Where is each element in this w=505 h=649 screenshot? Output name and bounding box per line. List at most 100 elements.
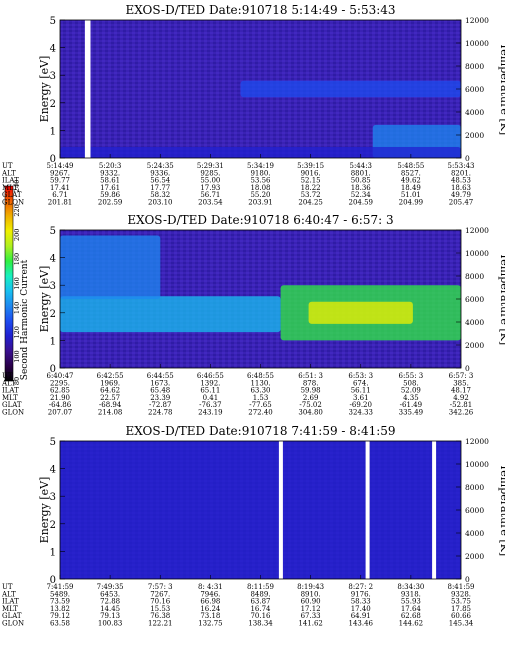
- table-cell: 6:55: 3: [398, 372, 423, 380]
- table-cell: 272.40: [248, 409, 273, 417]
- colorbar: 80 100 120 140 160 180 200 220 240 Second Harmon…: [4, 180, 30, 385]
- table-cell: 335.49: [399, 409, 424, 417]
- table-cell: 8527.: [401, 169, 421, 177]
- row-label: MLT: [2, 605, 18, 613]
- table-cell: 63.30: [250, 387, 270, 395]
- table-cell: 65.48: [150, 387, 170, 395]
- colorbar-tick-label: 100: [13, 350, 21, 362]
- table-cell: 18.36: [351, 184, 372, 192]
- table-cell: 204.99: [399, 199, 424, 207]
- panel-title: EXOS-D/TED Date:910718 7:41:59 - 8:41:59: [125, 424, 395, 438]
- y2-axis-label: Temperature [K]: [498, 43, 505, 135]
- table-cell: 6:46:55: [197, 372, 224, 380]
- table-cell: -61.49: [400, 401, 422, 409]
- row-label: GLON: [2, 620, 24, 628]
- table-cell: 4.92: [453, 394, 469, 402]
- table-cell: 17.77: [150, 184, 170, 192]
- colorbar-label: Second Harmonic Current: [20, 259, 30, 380]
- table-cell: 70.16: [250, 612, 271, 620]
- row-label: ILAT: [2, 177, 19, 185]
- y2-tick-label: 8000: [465, 483, 484, 492]
- colorbar-gradient: [4, 185, 14, 382]
- table-cell: 76.38: [150, 612, 170, 620]
- table-cell: 49.62: [401, 177, 421, 185]
- table-cell: 5:29:31: [197, 162, 224, 170]
- heatmap-band: [240, 80, 461, 98]
- table-cell: 132.75: [198, 620, 223, 628]
- colorbar-tick-label: 80: [13, 377, 21, 385]
- table-cell: 60.90: [301, 598, 321, 606]
- table-cell: 6:51: 3: [298, 372, 323, 380]
- table-cell: 18.22: [301, 184, 321, 192]
- table-cell: 18.08: [250, 184, 270, 192]
- table-cell: 5:20:3: [99, 162, 122, 170]
- table-cell: 2295.: [50, 379, 70, 387]
- table-cell: 53.72: [301, 191, 321, 199]
- table-cell: 9336.: [150, 169, 170, 177]
- row-label: ALT: [1, 590, 16, 598]
- table-cell: 18.49: [401, 184, 421, 192]
- y-tick-label: 1: [50, 547, 56, 558]
- table-cell: 49.79: [451, 191, 471, 199]
- table-cell: 58.32: [150, 191, 170, 199]
- table-cell: 1130.: [250, 379, 270, 387]
- table-cell: 64.62: [100, 387, 120, 395]
- table-cell: 342.26: [449, 409, 474, 417]
- row-label: GLAT: [2, 191, 22, 199]
- y-axis-label: Energy [eV]: [38, 56, 51, 123]
- table-cell: 7:49:35: [97, 583, 124, 591]
- table-cell: 202.59: [98, 199, 123, 207]
- table-cell: 65.11: [200, 387, 220, 395]
- y-tick-label: 4: [50, 44, 56, 55]
- table-cell: 1969.: [100, 379, 120, 387]
- panel-3: EXOS-D/TED Date:910718 7:41:59 - 8:41:59…: [1, 424, 505, 628]
- table-cell: 56.54: [150, 177, 171, 185]
- table-cell: 1673.: [150, 379, 170, 387]
- y2-tick-label: 10000: [465, 249, 489, 258]
- table-cell: 62.68: [401, 612, 421, 620]
- y-tick-label: 3: [50, 71, 56, 82]
- y2-tick-label: 0: [465, 575, 470, 584]
- table-cell: 15.53: [150, 605, 170, 613]
- table-cell: 67.33: [301, 612, 321, 620]
- y2-tick-label: 12000: [465, 437, 489, 446]
- table-cell: 73.18: [200, 612, 220, 620]
- table-cell: 73.59: [50, 598, 70, 606]
- table-cell: 16.24: [200, 605, 221, 613]
- colorbar-tick-label: 120: [13, 326, 21, 338]
- row-label: UT: [2, 162, 13, 170]
- table-cell: 6.71: [52, 191, 68, 199]
- row-label: GLON: [2, 199, 24, 207]
- y-tick-label: 5: [50, 437, 56, 448]
- y-tick-label: 2: [50, 520, 56, 531]
- table-cell: 79.13: [100, 612, 120, 620]
- table-cell: 7267.: [150, 590, 170, 598]
- table-cell: 6453.: [100, 590, 120, 598]
- table-cell: 21.90: [50, 394, 70, 402]
- y2-axis-label: Temperature [K]: [498, 464, 505, 556]
- data-gap: [432, 441, 437, 579]
- table-cell: 8:27: 2: [348, 583, 373, 591]
- table-cell: 59.98: [301, 387, 321, 395]
- row-label: MLT: [2, 184, 18, 192]
- table-cell: 203.10: [148, 199, 173, 207]
- data-gap: [84, 20, 91, 158]
- table-cell: 5489.: [50, 590, 70, 598]
- y2-tick-label: 4000: [465, 529, 484, 538]
- table-cell: 14.45: [100, 605, 120, 613]
- y-tick-label: 1: [50, 336, 56, 347]
- y-tick-label: 3: [50, 281, 56, 292]
- table-cell: 23.39: [150, 394, 170, 402]
- table-cell: 8201.: [451, 169, 471, 177]
- table-cell: 3.61: [353, 394, 369, 402]
- table-cell: 204.25: [298, 199, 323, 207]
- table-cell: 8:41:59: [448, 583, 475, 591]
- row-label: ALT: [1, 169, 16, 177]
- table-cell: 205.47: [449, 199, 474, 207]
- table-cell: 59.77: [50, 177, 70, 185]
- table-cell: 58.33: [351, 598, 371, 606]
- table-cell: 17.64: [401, 605, 422, 613]
- table-cell: 8910.: [301, 590, 321, 598]
- y2-tick-label: 2000: [465, 552, 484, 561]
- table-cell: 55.93: [401, 598, 421, 606]
